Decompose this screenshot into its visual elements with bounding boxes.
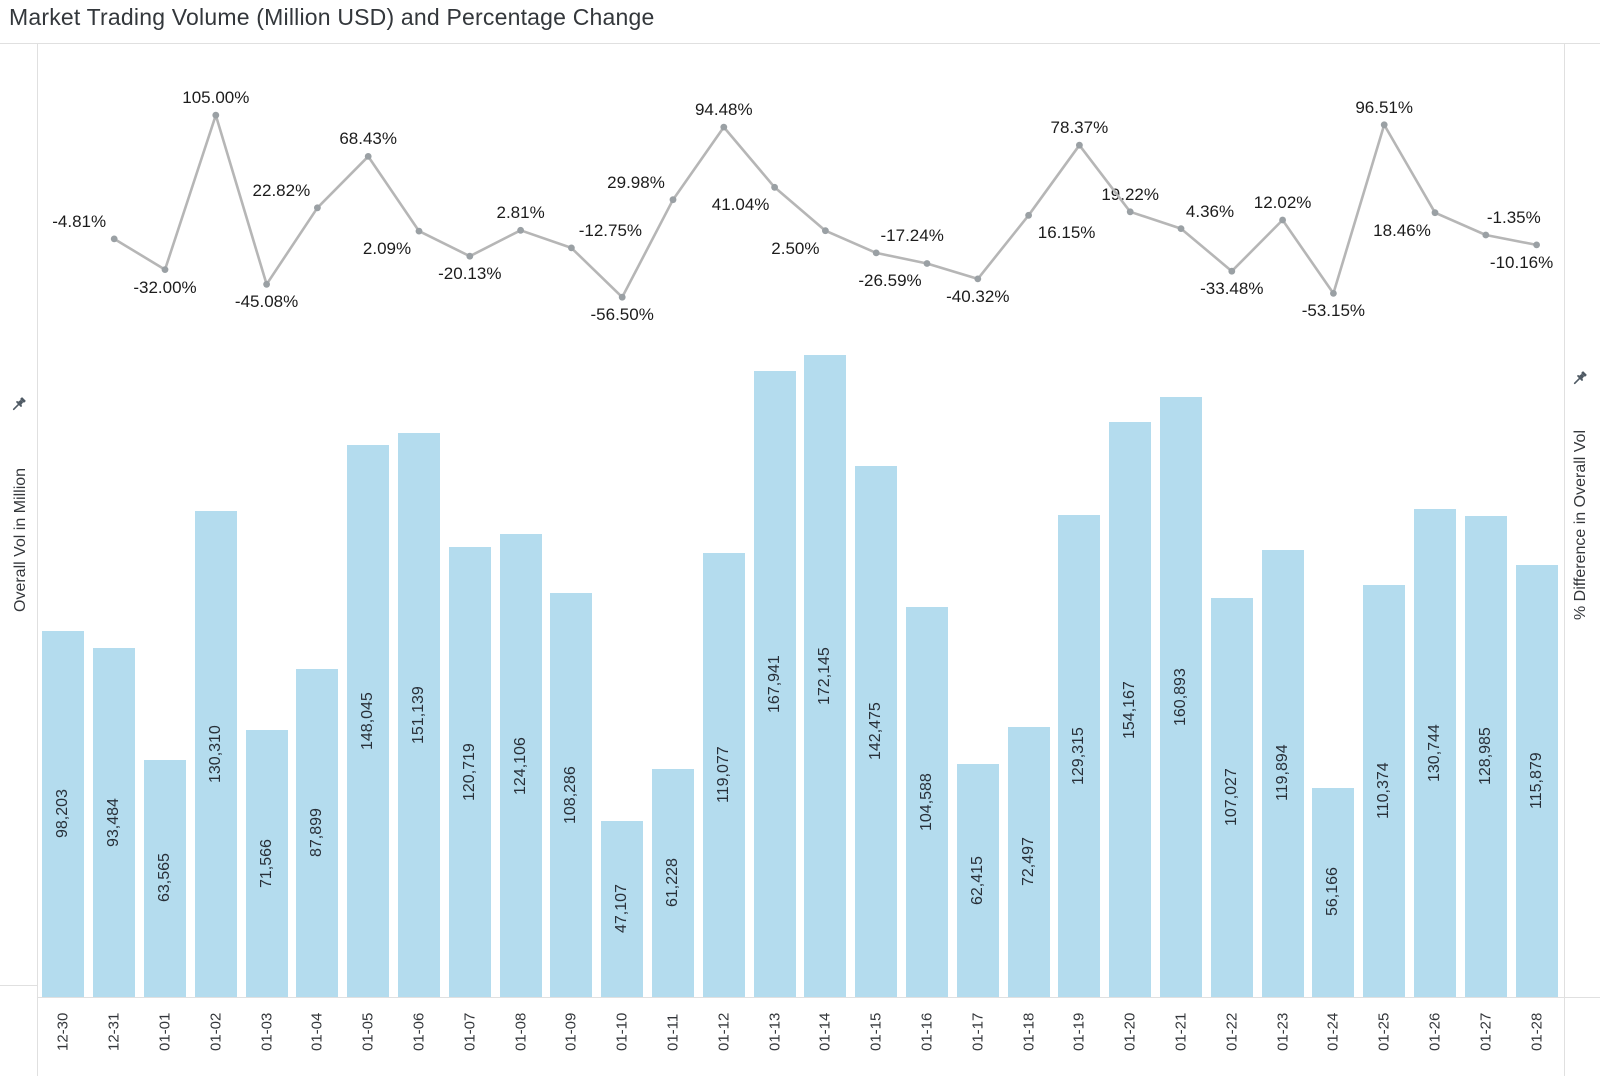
- line-marker[interactable]: [314, 204, 321, 212]
- pct-change-line: [113, 113, 1537, 299]
- pct-change-label: 12.02%: [1253, 192, 1312, 212]
- pct-change-label: 68.43%: [339, 129, 398, 149]
- pct-change-label: 78.37%: [1050, 118, 1109, 138]
- pct-change-label: 94.48%: [694, 100, 753, 120]
- line-marker[interactable]: [1380, 121, 1388, 129]
- line-marker[interactable]: [1126, 208, 1134, 216]
- pct-change-label: 41.04%: [711, 195, 770, 215]
- line-marker[interactable]: [263, 280, 270, 288]
- volume-bar[interactable]: [1109, 422, 1152, 997]
- line-marker[interactable]: [872, 249, 880, 257]
- volume-bar[interactable]: [601, 821, 644, 997]
- pct-change-label: -17.24%: [880, 225, 944, 245]
- line-marker[interactable]: [618, 293, 626, 301]
- line-marker[interactable]: [1228, 267, 1236, 275]
- volume-bar[interactable]: [1261, 549, 1304, 997]
- line-marker[interactable]: [1076, 141, 1083, 149]
- line-marker[interactable]: [1482, 231, 1490, 239]
- volume-bar[interactable]: [702, 552, 745, 997]
- left-axis-bottom-divider: [0, 985, 37, 986]
- pct-change-label: 4.36%: [1185, 201, 1235, 221]
- pct-change-label: -12.75%: [578, 220, 643, 240]
- volume-bar[interactable]: [448, 546, 491, 997]
- volume-bar[interactable]: [753, 370, 796, 997]
- volume-bar[interactable]: [906, 606, 948, 997]
- line-marker[interactable]: [1279, 216, 1286, 224]
- volume-bar[interactable]: [1363, 585, 1406, 997]
- line-marker[interactable]: [923, 260, 931, 267]
- right-axis-divider: [1564, 44, 1565, 1076]
- pct-change-label: 96.51%: [1355, 97, 1414, 117]
- volume-bar[interactable]: [855, 465, 898, 997]
- pct-change-label: -53.15%: [1301, 301, 1366, 321]
- line-marker[interactable]: [110, 235, 118, 243]
- pct-change-label: 2.81%: [496, 203, 545, 223]
- line-marker[interactable]: [771, 183, 778, 191]
- pct-change-label: -1.35%: [1486, 208, 1541, 228]
- pct-change-label: 18.46%: [1373, 220, 1431, 240]
- line-marker[interactable]: [1431, 209, 1439, 217]
- pct-change-label: 22.82%: [252, 180, 311, 200]
- line-marker[interactable]: [364, 153, 372, 160]
- volume-bar[interactable]: [1210, 597, 1253, 997]
- pct-change-label: -40.32%: [946, 286, 1010, 306]
- volume-bar[interactable]: [804, 355, 847, 997]
- pct-change-label: -10.16%: [1489, 252, 1554, 272]
- x-axis-line: [37, 997, 1600, 998]
- line-marker[interactable]: [720, 123, 728, 131]
- line-marker[interactable]: [212, 111, 220, 119]
- volume-bar[interactable]: [398, 433, 440, 997]
- volume-bar[interactable]: [194, 511, 237, 997]
- line-marker[interactable]: [1330, 290, 1337, 297]
- volume-bar[interactable]: [1312, 787, 1355, 997]
- line-marker[interactable]: [568, 244, 575, 252]
- volume-bar[interactable]: [956, 764, 999, 997]
- volume-bar[interactable]: [93, 648, 136, 997]
- pct-change-label: 105.00%: [182, 88, 250, 108]
- left-axis-divider: [37, 44, 38, 1076]
- chart-title: Market Trading Volume (Million USD) and …: [9, 4, 655, 30]
- line-marker[interactable]: [415, 227, 423, 235]
- pct-change-label: -32.00%: [133, 277, 197, 297]
- pct-change-label: 16.15%: [1037, 223, 1096, 243]
- volume-bar[interactable]: [652, 768, 694, 997]
- line-marker[interactable]: [1533, 241, 1540, 249]
- pct-change-label: -33.48%: [1200, 279, 1264, 299]
- volume-bar[interactable]: [499, 534, 542, 997]
- pct-change-label: 2.09%: [362, 239, 412, 259]
- pushpin-icon[interactable]: [1571, 370, 1588, 387]
- line-marker[interactable]: [1025, 211, 1032, 219]
- line-marker[interactable]: [161, 266, 169, 273]
- line-marker[interactable]: [1177, 225, 1185, 233]
- volume-bar[interactable]: [1414, 509, 1456, 997]
- volume-bar[interactable]: [1160, 396, 1202, 997]
- pct-change-label: 19.22%: [1101, 184, 1160, 204]
- line-marker[interactable]: [517, 226, 524, 234]
- line-marker[interactable]: [822, 227, 829, 235]
- volume-bar[interactable]: [1515, 564, 1558, 997]
- volume-bar[interactable]: [1007, 726, 1050, 997]
- volume-bar[interactable]: [296, 669, 339, 997]
- line-marker[interactable]: [974, 275, 982, 283]
- volume-bar[interactable]: [550, 593, 593, 997]
- volume-bar[interactable]: [144, 759, 186, 997]
- volume-bar[interactable]: [245, 730, 288, 997]
- pct-change-label: -56.50%: [590, 305, 654, 325]
- pct-change-label: -4.81%: [52, 211, 107, 231]
- pct-change-label: 29.98%: [607, 172, 665, 192]
- volume-bar[interactable]: [42, 630, 85, 997]
- pct-change-label: -45.08%: [234, 292, 299, 312]
- volume-bar[interactable]: [347, 444, 390, 997]
- line-marker[interactable]: [669, 196, 677, 204]
- line-marker[interactable]: [466, 252, 474, 260]
- pushpin-icon[interactable]: [10, 396, 27, 413]
- volume-bar[interactable]: [1058, 514, 1101, 997]
- volume-bar[interactable]: [1464, 515, 1507, 997]
- title-divider: [0, 43, 1600, 44]
- pct-change-label: -20.13%: [438, 264, 502, 284]
- pct-change-label: 2.50%: [771, 238, 820, 258]
- pct-change-label: -26.59%: [858, 271, 922, 291]
